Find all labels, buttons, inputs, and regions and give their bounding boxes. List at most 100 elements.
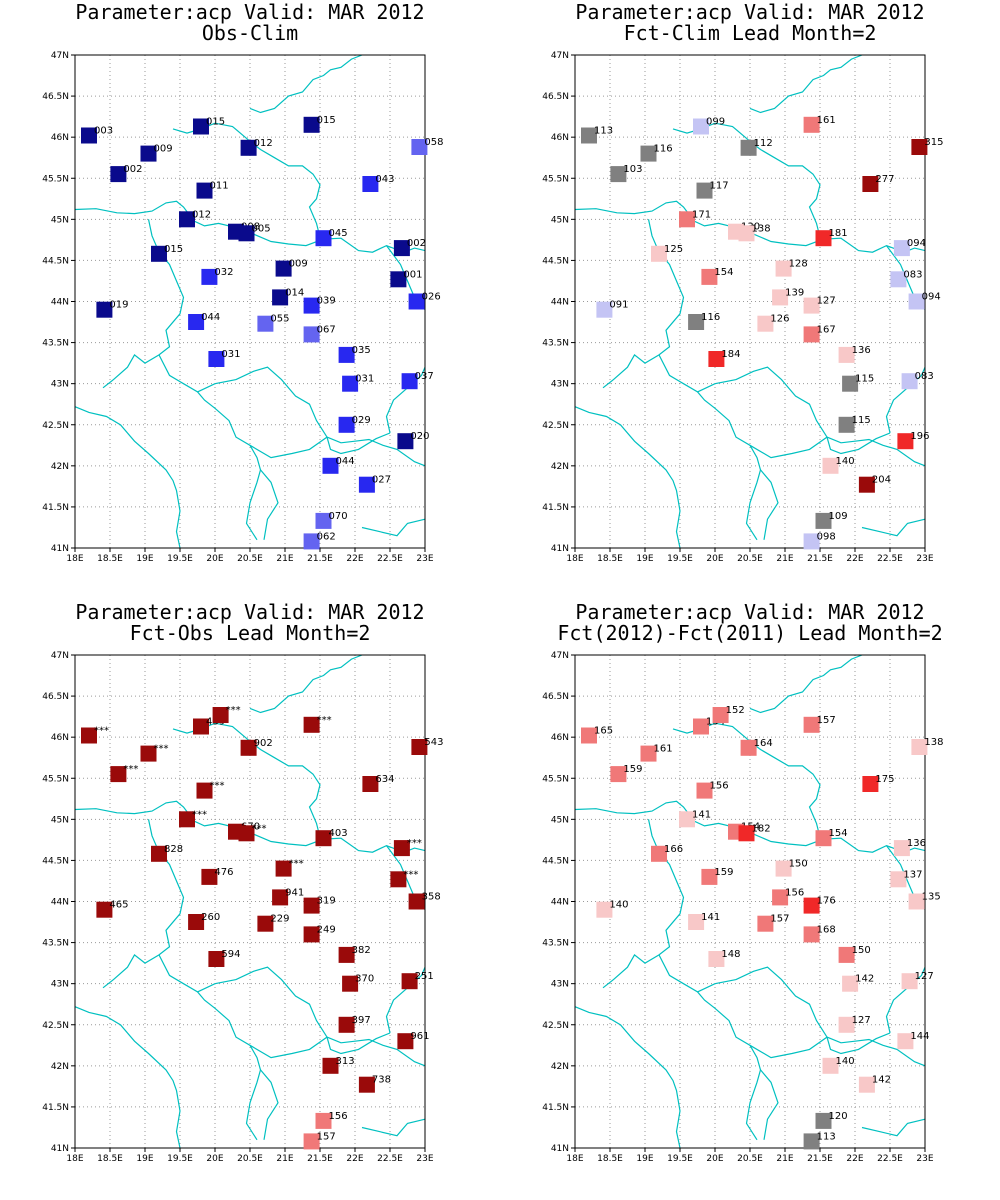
station-label: 249 (317, 924, 336, 935)
station-markers: 1651591611541521641571381561751411541821… (581, 705, 943, 1150)
x-tick-label: 19E (636, 1154, 653, 1164)
station-marker (179, 811, 195, 828)
station-marker (803, 326, 820, 343)
station-marker (803, 116, 820, 133)
station-label: 165 (594, 726, 613, 737)
y-tick-label: 43N (51, 980, 69, 990)
station-label: 313 (336, 1056, 355, 1067)
station-marker (151, 845, 167, 862)
station-marker (640, 745, 657, 762)
station-label: 137 (903, 869, 922, 880)
border-line (361, 518, 426, 537)
station-marker (815, 1112, 832, 1129)
station-marker (275, 260, 292, 277)
y-tick-label: 42N (551, 1062, 569, 1072)
station-label: 116 (701, 312, 720, 323)
station-marker (401, 973, 418, 990)
border-line (697, 966, 891, 1055)
station-label: *** (210, 781, 225, 792)
station-label: 175 (875, 774, 894, 785)
station-label: 828 (164, 844, 183, 855)
station-marker (596, 301, 613, 318)
station-label: *** (154, 744, 169, 755)
y-tick-label: 45.5N (542, 174, 569, 184)
station-label: *** (94, 726, 109, 737)
station-label: 154 (714, 267, 733, 278)
station-label: 140 (836, 1056, 855, 1067)
y-tick-label: 46.5N (542, 92, 569, 102)
x-tick-label: 19.5E (667, 554, 693, 564)
y-tick-label: 42.5N (42, 1021, 69, 1031)
x-tick-label: 22E (846, 554, 863, 564)
station-label: 113 (817, 1131, 836, 1142)
station-marker (708, 351, 725, 367)
y-tick-label: 47N (51, 51, 69, 61)
station-label: 941 (285, 887, 304, 898)
x-tick-label: 19E (136, 554, 153, 564)
station-marker (408, 893, 425, 910)
station-marker (390, 271, 407, 288)
station-label: 358 (422, 892, 441, 903)
coastlines (574, 54, 926, 549)
y-tick-label: 44.5N (542, 856, 569, 866)
station-label: 738 (372, 1075, 391, 1086)
y-tick-label: 46N (551, 133, 569, 143)
station-label: 112 (754, 138, 773, 149)
station-marker (212, 707, 229, 723)
station-label: 027 (372, 475, 391, 486)
station-marker (188, 314, 205, 330)
station-markers: 1131031160991121613151172771711301381810… (581, 115, 943, 550)
border-line (249, 1036, 328, 1059)
x-tick-label: 20E (706, 554, 723, 564)
station-marker (772, 889, 789, 906)
station-label: 168 (817, 924, 836, 935)
station-marker (240, 739, 257, 756)
station-label: 902 (254, 738, 273, 749)
station-marker (272, 289, 289, 306)
station-label: 120 (829, 1111, 848, 1122)
y-tick-label: 44.5N (42, 256, 69, 266)
station-marker (193, 118, 209, 135)
station-label: 103 (623, 164, 642, 175)
station-label: 012 (192, 209, 211, 220)
station-label: 070 (329, 511, 348, 522)
station-marker (393, 840, 410, 857)
station-label: 094 (907, 238, 926, 249)
x-tick-label: 21E (776, 1154, 793, 1164)
station-label: 403 (329, 828, 348, 839)
station-label: 176 (817, 896, 836, 907)
y-tick-label: 45.5N (42, 774, 69, 784)
station-label: 055 (270, 314, 289, 325)
station-marker (893, 240, 910, 257)
station-label: 319 (317, 896, 336, 907)
station-label: 015 (206, 117, 225, 128)
panel-subtitle: Fct-Obs Lead Month=2 (129, 621, 371, 645)
x-tick-label: 19E (636, 554, 653, 564)
x-tick-label: 21.5E (807, 554, 833, 564)
station-marker (240, 139, 257, 156)
station-label: 002 (123, 164, 142, 175)
y-tick-label: 41N (551, 544, 569, 554)
station-label: 634 (375, 774, 394, 785)
station-marker (862, 176, 879, 192)
map-plot: 18E 18.5E 19E 19.5E 20E 20.5E 21E 21.5E 22E 22.5E… (42, 651, 443, 1164)
station-marker (315, 1112, 332, 1129)
axis-ticks: 18E 18.5E 19E 19.5E 20E 20.5E 21E 21.5E 22E 22.5E… (42, 51, 434, 564)
station-label: 067 (317, 324, 336, 335)
x-tick-label: 18.5E (97, 554, 123, 564)
border-line (74, 1006, 181, 1149)
station-marker (901, 973, 918, 990)
border-line (260, 1069, 279, 1140)
station-label: 150 (789, 859, 808, 870)
x-tick-label: 22E (346, 1154, 363, 1164)
station-label: 116 (654, 144, 673, 155)
station-marker (640, 145, 657, 162)
station-marker (803, 897, 820, 914)
station-label: 037 (415, 371, 434, 382)
station-marker (838, 346, 855, 363)
station-marker (358, 1076, 375, 1093)
station-label: 044 (201, 312, 220, 323)
station-marker (411, 139, 428, 155)
border-line (658, 954, 762, 1141)
station-label: *** (317, 715, 332, 726)
